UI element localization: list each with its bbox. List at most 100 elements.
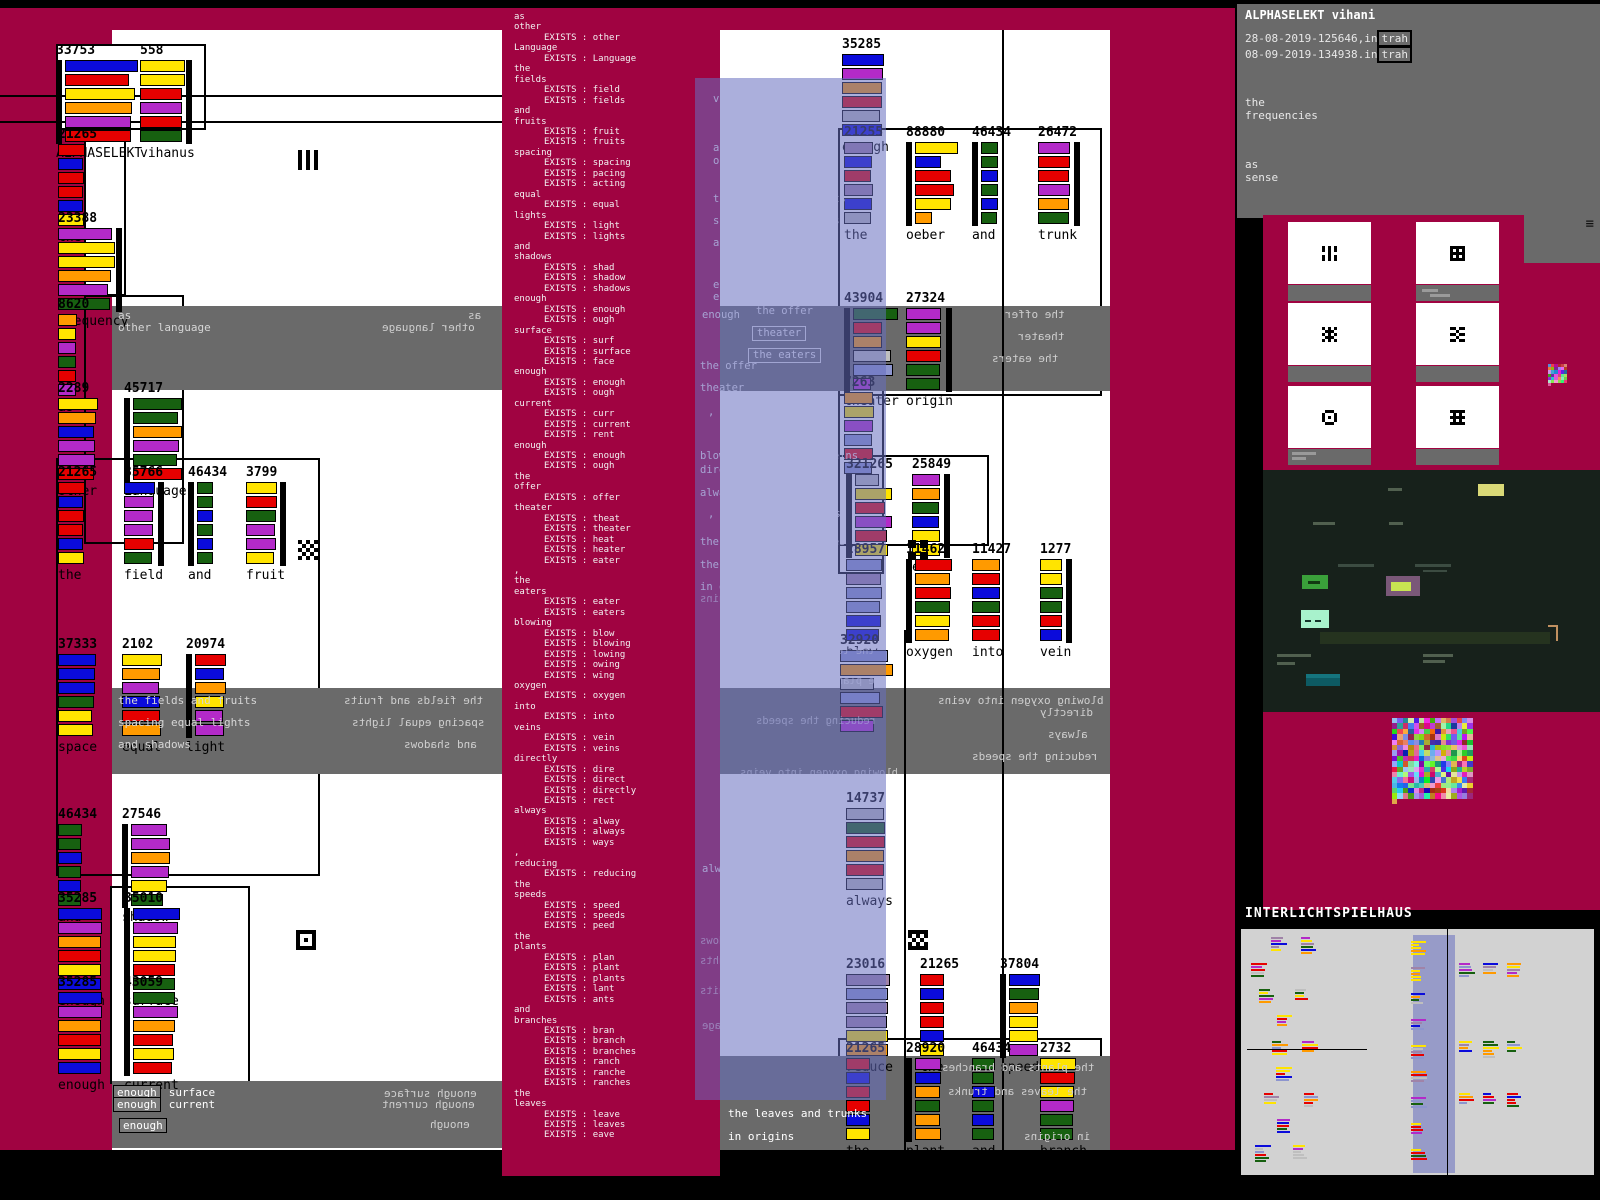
word-line: other bbox=[514, 22, 542, 33]
card-footer bbox=[1416, 366, 1499, 382]
minimap-bar bbox=[1293, 1157, 1307, 1160]
exists-line: EXISTS : leave bbox=[544, 1109, 620, 1120]
chart-label: and bbox=[188, 568, 212, 583]
minimap-bar bbox=[1259, 998, 1273, 1001]
chart-bar bbox=[920, 988, 944, 1000]
floating-text: enough current bbox=[382, 1098, 475, 1111]
card[interactable] bbox=[1288, 222, 1371, 301]
chart-bar bbox=[58, 1048, 102, 1060]
chart-bar bbox=[1040, 573, 1063, 585]
minimap-bar bbox=[1507, 966, 1520, 969]
floating-text: the leaves and trunks bbox=[728, 1107, 868, 1120]
chart-bar bbox=[197, 496, 213, 508]
minimap-bar bbox=[1259, 992, 1268, 995]
chart-bar bbox=[972, 615, 1001, 627]
chart-value: 21265 bbox=[58, 127, 98, 142]
exists-line: EXISTS : blowing bbox=[544, 639, 631, 650]
minimap-bar bbox=[1255, 1154, 1266, 1157]
chart-value: 21265 bbox=[920, 957, 960, 972]
exists-line: EXISTS : oxygen bbox=[544, 691, 626, 702]
chart-label: and bbox=[972, 228, 996, 243]
chart-bar bbox=[58, 186, 84, 198]
card[interactable] bbox=[1416, 222, 1499, 301]
minimap-bar bbox=[1255, 1145, 1271, 1148]
chart-tick-bar bbox=[1066, 559, 1072, 643]
chart-into: 11427 into bbox=[972, 543, 1011, 660]
word-line: the bbox=[514, 471, 531, 482]
hamburger-menu-icon[interactable]: ≡ bbox=[1585, 216, 1594, 232]
chart-value: 35010 bbox=[124, 891, 164, 906]
exists-line: EXISTS : other bbox=[544, 32, 620, 43]
chart-bar bbox=[915, 1086, 941, 1098]
minimap-bar bbox=[1411, 996, 1420, 999]
sense-section: as sense bbox=[1237, 152, 1600, 218]
trah-selection[interactable]: trah bbox=[1377, 30, 1412, 47]
exists-line: EXISTS : theater bbox=[544, 524, 631, 535]
word-line: shadows bbox=[514, 252, 552, 263]
chart-bar bbox=[981, 212, 998, 224]
card[interactable] bbox=[1416, 386, 1499, 465]
chart-value: 23388 bbox=[58, 211, 98, 226]
chart-bar bbox=[58, 412, 97, 424]
blue-overlay bbox=[695, 78, 886, 1100]
minimap-bar bbox=[1507, 1102, 1516, 1105]
floating-text: the offer bbox=[1005, 308, 1065, 321]
chart-bar bbox=[246, 482, 278, 494]
chart-bar bbox=[58, 398, 98, 410]
minimap-bar bbox=[1272, 1047, 1281, 1050]
chart-other: 2289other bbox=[58, 382, 98, 499]
chart-bar bbox=[1038, 184, 1070, 196]
exists-line: EXISTS : fruit bbox=[544, 126, 620, 137]
exists-line: EXISTS : shadows bbox=[544, 283, 631, 294]
chart-label: oeber bbox=[906, 228, 946, 243]
minimap-bar bbox=[1411, 1132, 1422, 1135]
chart-bar bbox=[912, 516, 939, 528]
chart-bar bbox=[133, 908, 180, 920]
chart-bar bbox=[58, 270, 111, 282]
chart-bar bbox=[58, 950, 102, 962]
minimap-bar bbox=[1272, 1053, 1287, 1056]
word-line: offer bbox=[514, 482, 542, 493]
minimap-bar bbox=[1411, 1152, 1425, 1155]
exists-line: EXISTS : rent bbox=[544, 430, 615, 441]
chart-bar bbox=[140, 116, 182, 128]
pixel-glyph-icon bbox=[908, 540, 928, 560]
chart-bar bbox=[58, 342, 76, 354]
chart-bar bbox=[197, 510, 214, 522]
chart-vihanus: 558 vihanus bbox=[140, 44, 195, 161]
chart-label: fruit bbox=[246, 568, 286, 583]
chart-label: the bbox=[846, 1144, 870, 1159]
chart-bar bbox=[846, 1128, 870, 1140]
card[interactable] bbox=[1288, 303, 1371, 382]
chart-tick-bar bbox=[906, 559, 912, 643]
chart-tick-bar bbox=[124, 398, 130, 482]
chart-bar bbox=[915, 587, 952, 599]
minimap-bar bbox=[1264, 1102, 1276, 1105]
minimap-bar bbox=[1259, 995, 1274, 998]
minimap-bar bbox=[1483, 1056, 1495, 1059]
card[interactable] bbox=[1416, 303, 1499, 382]
card[interactable] bbox=[1288, 386, 1371, 465]
minimap-bar bbox=[1304, 1099, 1318, 1102]
trah-selection[interactable]: trah bbox=[1377, 46, 1412, 63]
chart-bar bbox=[915, 1100, 940, 1112]
minimap-bar bbox=[1301, 946, 1313, 949]
chart-bar bbox=[124, 482, 156, 494]
minimap-bar bbox=[1411, 944, 1419, 947]
chart-bar bbox=[846, 1100, 870, 1112]
chart-tick-bar bbox=[56, 60, 62, 144]
outline-box-fields bbox=[56, 458, 320, 876]
minimap-bar bbox=[1483, 1053, 1494, 1056]
chart-the-2: 21265 the bbox=[58, 466, 97, 583]
chart-value: 46434 bbox=[58, 807, 98, 822]
chart-bar bbox=[58, 242, 115, 254]
chart-bar bbox=[195, 668, 225, 680]
chart-bar bbox=[906, 378, 940, 390]
minimap-bar bbox=[1483, 1044, 1498, 1047]
chart-bar bbox=[65, 130, 131, 142]
chart-label: trunk bbox=[1038, 228, 1078, 243]
card-footer bbox=[1288, 449, 1371, 465]
chart-value: 46434 bbox=[972, 1041, 1012, 1056]
chart-bar bbox=[124, 524, 153, 536]
